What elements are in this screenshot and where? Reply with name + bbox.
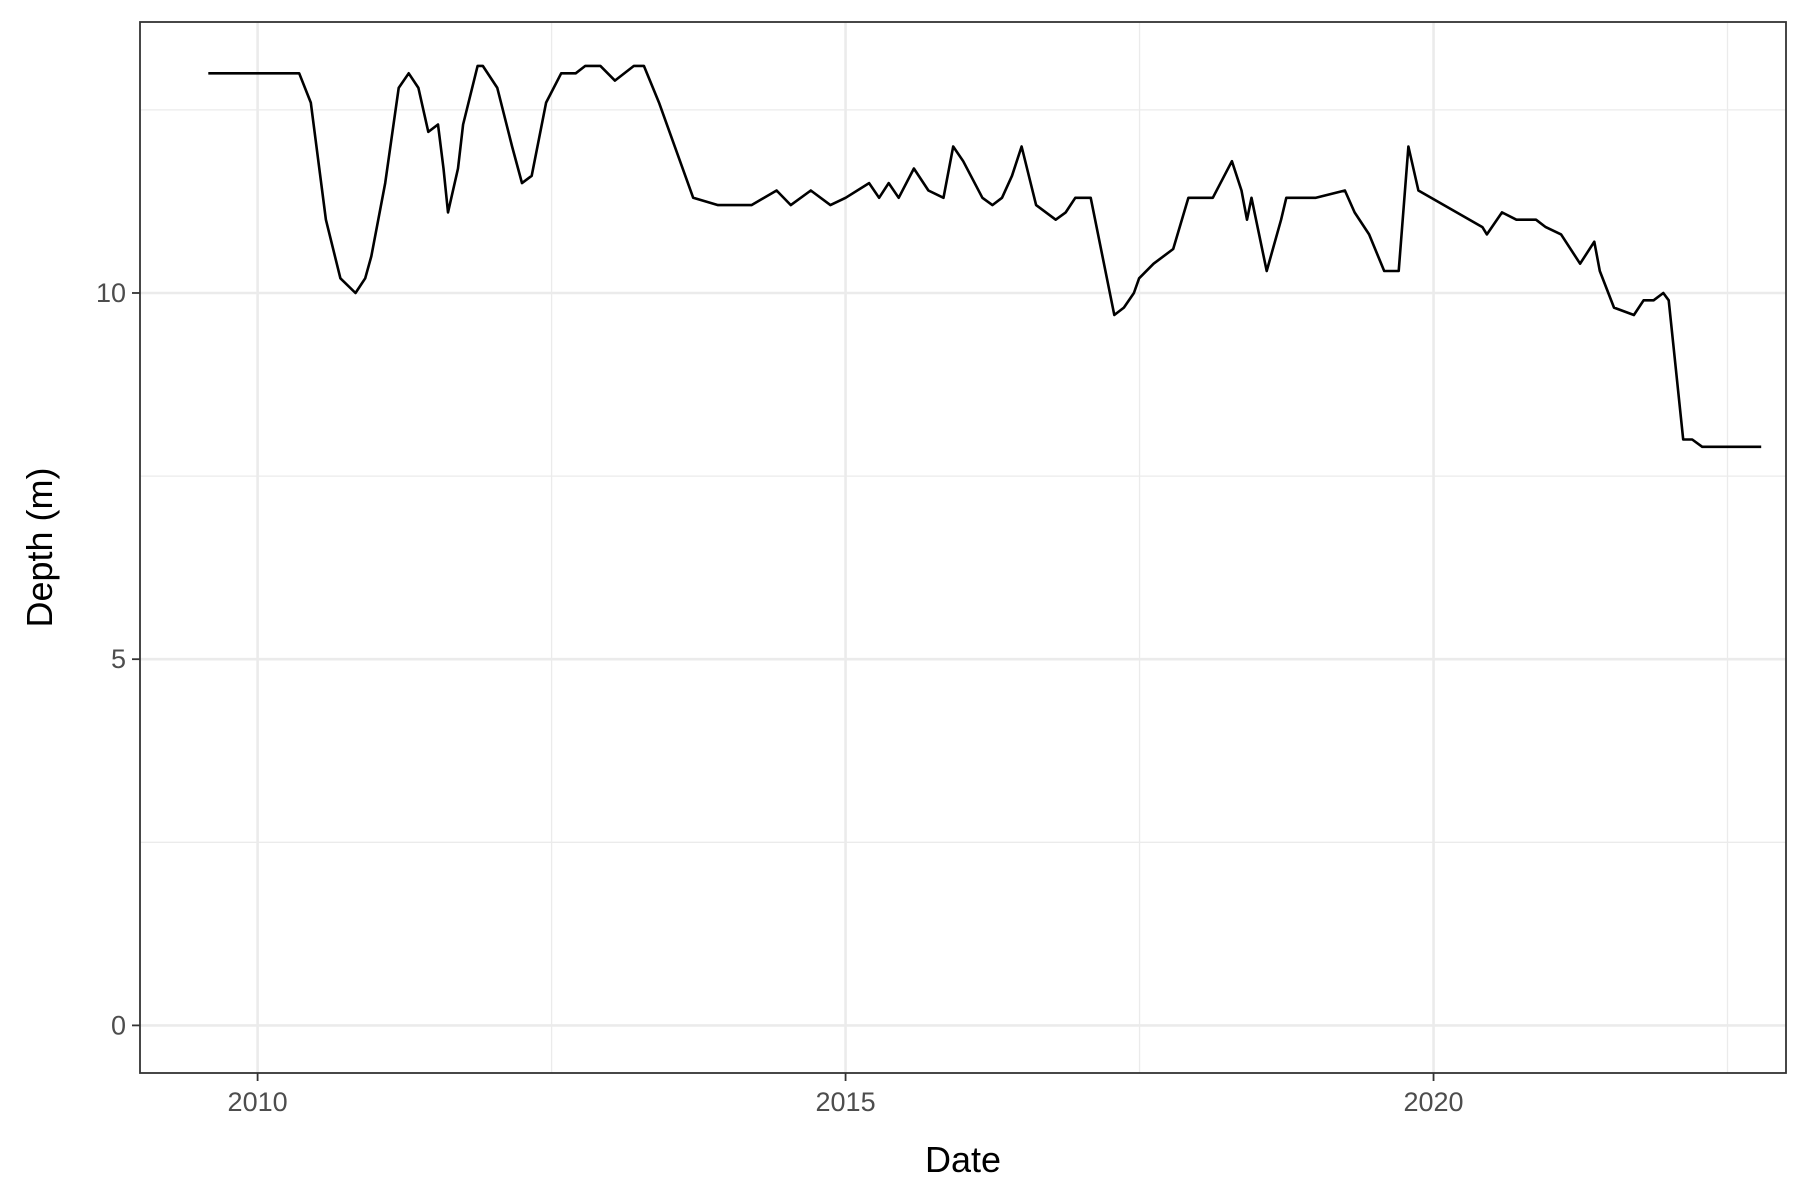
panel-border: [139, 21, 1787, 1074]
x-axis: 2010 2015 2020: [228, 1073, 1464, 1117]
x-tick-label: 2010: [228, 1087, 288, 1117]
y-tick-label: 5: [111, 644, 126, 674]
major-gridlines: [140, 22, 1786, 1073]
x-tick-label: 2020: [1403, 1087, 1463, 1117]
y-axis-title: Depth (m): [19, 467, 60, 627]
depth-series-line: [208, 64, 1762, 449]
y-tick-label: 0: [111, 1010, 126, 1040]
minor-gridlines: [140, 22, 1786, 1073]
x-tick-label: 2015: [816, 1087, 876, 1117]
x-axis-title: Date: [925, 1139, 1001, 1180]
y-tick-label: 10: [96, 278, 126, 308]
y-axis: 0 5 10: [96, 278, 140, 1040]
